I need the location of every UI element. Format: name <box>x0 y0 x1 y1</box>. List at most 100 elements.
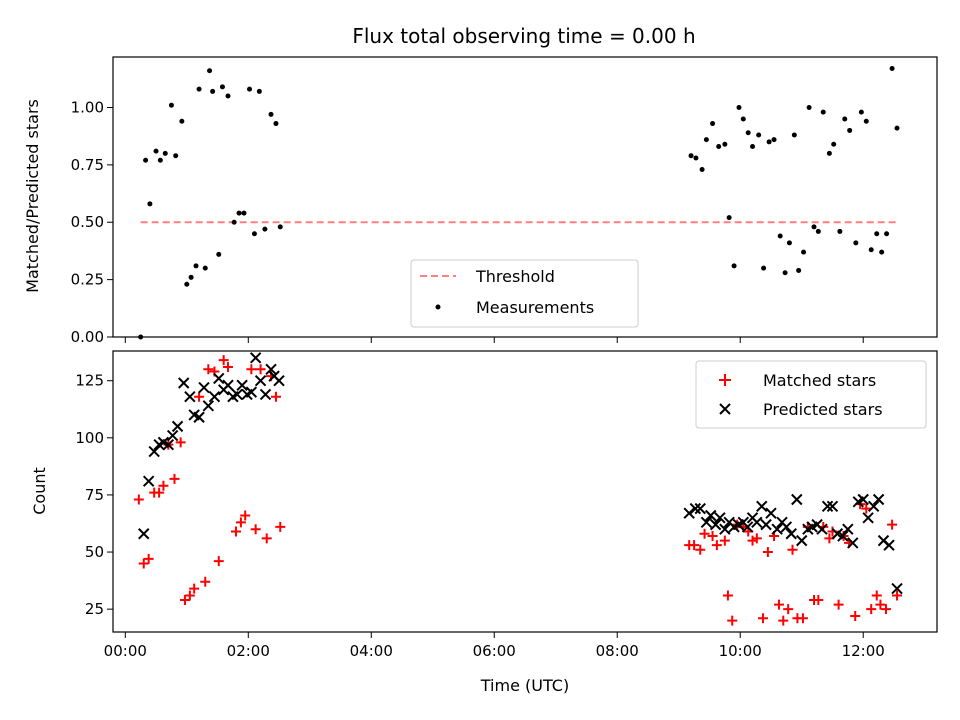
measurements-point <box>147 201 153 207</box>
measurements-point <box>868 247 874 253</box>
matched-stars-point <box>261 533 272 544</box>
predicted-stars-point <box>254 374 267 387</box>
bottom-y-axis-label: Count <box>30 467 49 515</box>
bottom-x-tick-label: 02:00 <box>227 642 270 660</box>
matched-stars-point <box>154 487 165 498</box>
bottom-axes-frame <box>112 350 938 633</box>
predicted-stars-point <box>265 363 277 375</box>
measurements-point <box>863 118 869 124</box>
measurements-point <box>815 228 821 234</box>
measurements-point <box>874 231 880 237</box>
matched-stars-point <box>143 553 154 564</box>
predicted-stars-point <box>704 509 717 522</box>
predicted-stars-point <box>689 502 702 515</box>
matched-stars-point <box>240 510 251 521</box>
measurements-point <box>162 150 168 156</box>
measurements-point <box>811 224 817 230</box>
matched-stars-point <box>213 556 224 567</box>
bottom-legend-box <box>695 360 927 429</box>
measurements-point <box>847 127 853 133</box>
matched-stars-point <box>813 595 824 606</box>
matched-stars-point <box>194 391 205 402</box>
measurements-point <box>750 144 756 150</box>
matched-stars-point <box>275 521 286 532</box>
matched-stars-point <box>695 544 706 555</box>
predicted-stars-point <box>273 374 285 387</box>
measurements-point <box>153 148 159 154</box>
predicted-stars-point <box>741 521 754 533</box>
top-y-axis-label: Matched/Predicted stars <box>23 99 42 293</box>
predicted-legend-label: Predicted stars <box>763 400 883 419</box>
measurements-point <box>693 155 699 161</box>
matched-stars-point <box>699 528 710 539</box>
predicted-stars-point <box>756 500 768 513</box>
measurements-point <box>188 274 194 280</box>
measurements-point <box>277 224 283 230</box>
predicted-stars-point <box>821 500 834 513</box>
measurements-point <box>791 132 797 138</box>
predicted-stars-point <box>694 502 706 515</box>
measurements-point <box>761 265 767 271</box>
predicted-stars-point <box>891 582 903 595</box>
matched-stars-point <box>861 503 872 514</box>
measurements-point <box>786 240 792 246</box>
matched-stars-point <box>250 524 261 535</box>
matched-stars-point <box>218 355 229 366</box>
measurements-point <box>699 166 705 172</box>
matched-stars-point <box>255 364 266 375</box>
matched-stars-point <box>778 615 789 626</box>
predicted-stars-point <box>231 388 243 401</box>
predicted-stars-point <box>166 429 179 442</box>
measurements-point <box>207 68 213 74</box>
predicted-stars-point <box>872 493 885 506</box>
bottom-x-tick-label: 00:00 <box>104 642 147 660</box>
predicted-stars-point <box>202 400 215 412</box>
matched-stars-point <box>722 590 733 601</box>
measurements-point <box>273 121 279 127</box>
top-y-tick-label: 0.25 <box>71 271 104 289</box>
predicted-stars-point <box>198 381 210 394</box>
bottom-legend: Matched stars Predicted stars <box>695 360 927 429</box>
matched-stars-point <box>158 480 169 491</box>
predicted-stars-point <box>178 377 190 389</box>
measurements-point <box>193 263 199 269</box>
matched-stars-point <box>230 526 241 537</box>
top-plot-area: 0.00 0.25 0.50 0.75 1.00 <box>71 65 900 346</box>
measurements-point <box>806 104 812 110</box>
predicted-stars-point <box>867 500 880 513</box>
matched-legend-marker <box>719 374 731 386</box>
predicted-stars-point <box>883 539 895 551</box>
predicted-stars-point <box>771 523 783 535</box>
measurements-point <box>889 65 895 71</box>
predicted-stars-point <box>709 518 722 531</box>
measurements-point <box>837 228 843 234</box>
measurements-point <box>820 109 826 115</box>
matched-stars-point <box>757 613 768 624</box>
matched-stars-point <box>179 595 190 606</box>
matched-stars-point <box>727 615 738 626</box>
matched-stars-point <box>246 364 257 375</box>
matched-stars-point <box>711 540 722 551</box>
bottom-y-tick-label: 100 <box>75 429 104 447</box>
measurements-point <box>884 231 890 237</box>
measurements-point <box>879 249 885 255</box>
predicted-stars-point <box>193 411 205 423</box>
matched-stars-point <box>222 361 233 372</box>
measurements-point <box>219 84 225 90</box>
predicted-stars-point <box>184 390 196 403</box>
measurements-point <box>740 116 746 122</box>
matched-stars-point <box>203 364 214 375</box>
matched-stars-point <box>235 517 246 528</box>
measurements-point <box>894 125 900 131</box>
measurements-point <box>796 267 802 273</box>
matched-stars-point <box>833 599 844 610</box>
matched-stars-point <box>850 611 861 622</box>
measurements-point <box>716 144 722 150</box>
matched-stars-point <box>797 613 808 624</box>
measurements-point <box>777 233 783 239</box>
bottom-y-tick-label: 50 <box>85 543 104 561</box>
predicted-stars-point <box>138 528 150 540</box>
top-axes-frame <box>112 56 938 338</box>
predicted-stars-point <box>249 352 262 364</box>
